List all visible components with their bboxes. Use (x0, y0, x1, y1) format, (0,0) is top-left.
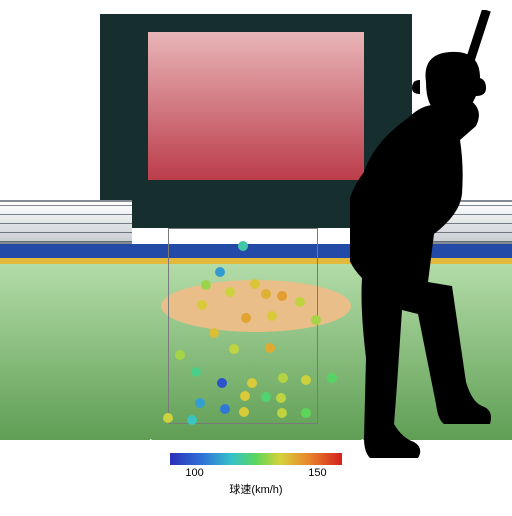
legend-ticks-layer: 100 150 (0, 0, 512, 512)
colorbar-tick: 100 (183, 467, 207, 479)
scene-root: 100 150 球速(km/h) (0, 0, 512, 512)
colorbar-tick: 150 (305, 467, 329, 479)
colorbar-label: 球速(km/h) (170, 481, 342, 497)
